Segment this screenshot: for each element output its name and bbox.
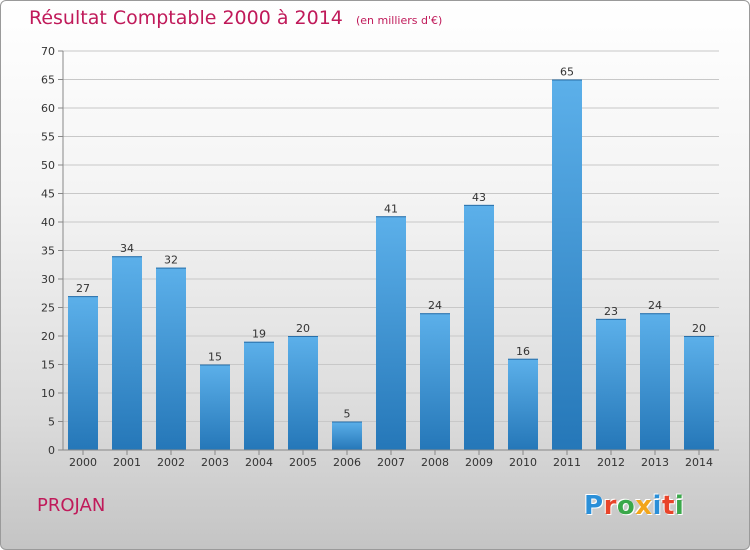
- x-tick-label-2001: 2001: [113, 456, 141, 469]
- x-tick-label-2007: 2007: [377, 456, 405, 469]
- data-label-2014: 20: [692, 322, 706, 335]
- x-tick-label-2008: 2008: [421, 456, 449, 469]
- y-tick-label: 30: [41, 273, 55, 286]
- data-label-2005: 20: [296, 322, 310, 335]
- data-label-2008: 24: [428, 299, 442, 312]
- bar-2013: [640, 313, 670, 450]
- x-tick-label-2010: 2010: [509, 456, 537, 469]
- y-tick-label: 70: [41, 45, 55, 58]
- bar-2000: [68, 296, 98, 450]
- bar-2005: [288, 336, 318, 450]
- bar-2014: [684, 336, 714, 450]
- x-tick-label-2002: 2002: [157, 456, 185, 469]
- y-tick-label: 5: [48, 416, 55, 429]
- y-tick-label: 10: [41, 387, 55, 400]
- y-axis: 0 5 10 15 20 25 30 35 40 45 50 55 60 65 70: [41, 45, 64, 457]
- data-label-2011: 65: [560, 66, 574, 79]
- y-tick-label: 35: [41, 245, 55, 258]
- location-label: PROJAN: [37, 495, 106, 516]
- data-label-2001: 34: [120, 242, 134, 255]
- bar-2009: [464, 204, 494, 450]
- data-labels: 27 34 32 15 19 20 5 41 24 43 16 65 23 24 20: [76, 66, 706, 421]
- data-label-2009: 43: [472, 191, 486, 204]
- y-tick-label: 15: [41, 359, 55, 372]
- bar-2002: [156, 267, 186, 450]
- bar-2011: [552, 79, 582, 450]
- bar-2006: [332, 421, 362, 450]
- x-tick-label-2004: 2004: [245, 456, 273, 469]
- y-tick-label: 65: [41, 74, 55, 87]
- y-tick-label: 50: [41, 159, 55, 172]
- x-tick-label-2011: 2011: [553, 456, 581, 469]
- y-tick-label: 60: [41, 102, 55, 115]
- bar-2012: [596, 318, 626, 450]
- chart-title: Résultat Comptable 2000 à 2014: [29, 7, 343, 29]
- y-tick-label: 55: [41, 131, 55, 144]
- y-tick-label: 20: [41, 330, 55, 343]
- x-tick-label-2013: 2013: [641, 456, 669, 469]
- y-tick-label: 40: [41, 216, 55, 229]
- x-tick-label-2006: 2006: [333, 456, 361, 469]
- x-tick-label-2009: 2009: [465, 456, 493, 469]
- x-tick-label-2003: 2003: [201, 456, 229, 469]
- x-tick-label-2000: 2000: [69, 456, 97, 469]
- bars: [68, 79, 714, 450]
- data-label-2003: 15: [208, 351, 222, 364]
- bar-2003: [200, 364, 230, 450]
- data-label-2010: 16: [516, 345, 530, 358]
- data-label-2004: 19: [252, 328, 266, 341]
- bar-2001: [112, 256, 142, 450]
- x-tick-label-2005: 2005: [289, 456, 317, 469]
- chart-title-block: Résultat Comptable 2000 à 2014 (en milli…: [29, 7, 442, 29]
- bar-2008: [420, 313, 450, 450]
- x-tick-label-2014: 2014: [685, 456, 713, 469]
- bar-2007: [376, 216, 406, 450]
- data-label-2013: 24: [648, 299, 662, 312]
- y-tick-label: 0: [48, 444, 55, 457]
- bar-2010: [508, 358, 538, 450]
- bar-2004: [244, 341, 274, 450]
- data-label-2002: 32: [164, 254, 178, 267]
- x-axis: 2000 2001 2002 2003 2004 2005 2006 2007 2008 2009…: [63, 449, 719, 469]
- proxiti-logo: Proxiti: [584, 491, 685, 521]
- y-tick-label: 45: [41, 188, 55, 201]
- x-tick-label-2012: 2012: [597, 456, 625, 469]
- chart-subtitle: (en milliers d'€): [355, 14, 443, 27]
- y-tick-label: 25: [41, 302, 55, 315]
- data-label-2000: 27: [76, 282, 90, 295]
- data-label-2006: 5: [344, 408, 351, 421]
- data-label-2007: 41: [384, 202, 398, 215]
- data-label-2012: 23: [604, 305, 618, 318]
